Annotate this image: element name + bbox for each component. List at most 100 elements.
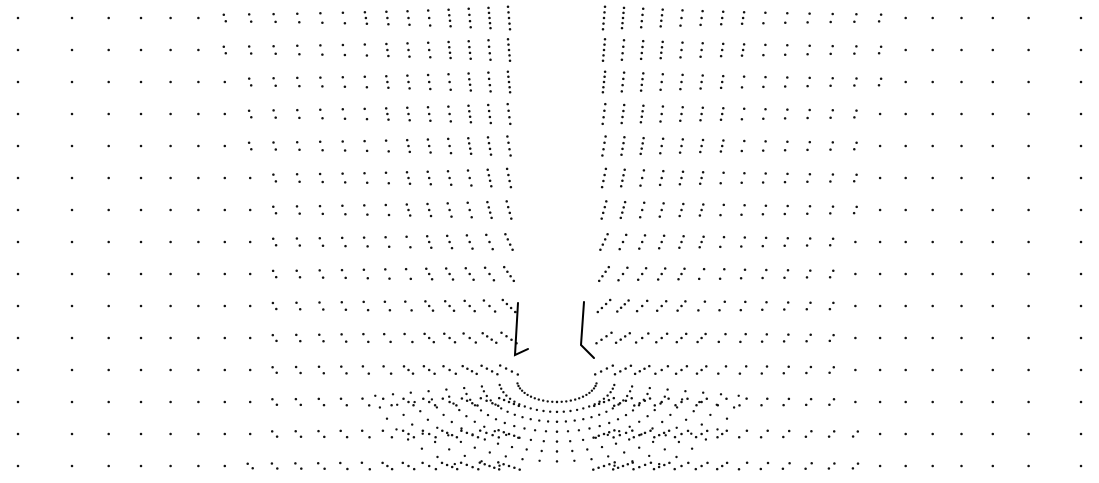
vector-dot [639, 25, 643, 29]
vector-dot [700, 16, 703, 20]
vector-dot [482, 299, 486, 302]
vector-dot [761, 244, 765, 248]
vector-dot [405, 235, 408, 239]
vector-dot [991, 112, 995, 116]
vector-dot [603, 5, 607, 9]
vector-dot [70, 80, 74, 84]
vector-dot [760, 340, 764, 343]
vector-dot [700, 400, 703, 404]
vector-dot [853, 52, 856, 55]
vector-dot [613, 372, 617, 376]
vector-dot [485, 399, 488, 403]
streak-dot [628, 425, 631, 428]
vector-dot [405, 203, 409, 206]
vector-dot [832, 269, 835, 273]
vector-dot [426, 9, 430, 12]
vector-dot [448, 112, 451, 116]
vector-dot [618, 433, 622, 437]
vector-dot [508, 54, 511, 57]
vector-dot [621, 16, 625, 20]
vector-dot [808, 237, 812, 240]
streak-dot [483, 425, 486, 428]
vector-dot [272, 109, 275, 112]
vector-dot [442, 364, 445, 368]
streak-dot [450, 420, 453, 424]
vector-dot [274, 52, 277, 56]
vector-dot [783, 276, 786, 279]
vector-dot [466, 367, 469, 370]
vector-dot [960, 208, 963, 212]
vector-dot [490, 185, 493, 188]
streak-dot [523, 427, 526, 430]
vector-dot [904, 16, 907, 20]
streak-dot [406, 438, 410, 441]
vector-dot [960, 304, 963, 308]
streak-dot [518, 387, 522, 390]
vector-dot [448, 19, 452, 23]
vector-dot [272, 141, 275, 144]
streak-dot [555, 460, 559, 463]
vector-dot [656, 278, 660, 281]
vector-dot [808, 108, 811, 112]
vector-dot [805, 276, 809, 279]
vector-dot [700, 144, 703, 148]
vector-dot [496, 404, 500, 407]
vector-dot [487, 109, 491, 113]
streak-dot [622, 399, 625, 402]
vector-dot [427, 80, 431, 84]
vector-dot [406, 74, 409, 77]
streak-dot [646, 415, 649, 418]
vector-dot [960, 48, 963, 52]
vector-dot [197, 400, 200, 404]
vector-dot [1079, 336, 1083, 340]
vector-dot [667, 429, 671, 433]
vector-dot [878, 304, 882, 308]
streak-dot [463, 454, 466, 458]
vector-dot [223, 176, 227, 180]
streak-dot [503, 421, 506, 425]
vector-dot [319, 44, 322, 47]
vector-dot [493, 310, 497, 313]
vector-dot [614, 341, 618, 345]
vector-dot [408, 118, 411, 122]
vector-dot [139, 272, 143, 276]
streak-dot [574, 398, 577, 401]
vector-dot [809, 333, 812, 337]
vector-dot [694, 435, 698, 439]
vector-dot [722, 139, 725, 142]
vector-dot [460, 397, 464, 400]
vector-dot [680, 464, 683, 468]
vector-dot [429, 87, 432, 91]
vector-dot [904, 336, 907, 340]
streak-dot [419, 410, 422, 413]
vector-dot [904, 176, 907, 180]
vector-dot [605, 335, 608, 338]
vector-dot [1027, 336, 1030, 340]
vector-dot [497, 461, 500, 464]
vector-dot [766, 397, 769, 400]
vector-dot [827, 435, 831, 438]
vector-dot [169, 432, 172, 436]
vector-dot [489, 58, 492, 61]
vector-dot [448, 144, 451, 148]
vector-dot [991, 144, 995, 148]
vector-dot [169, 336, 172, 340]
vector-dot [321, 276, 325, 279]
vector-dot [508, 22, 511, 25]
vector-dot [385, 42, 388, 46]
streak-dot [593, 403, 596, 406]
vector-dot [619, 306, 623, 310]
vector-dot [429, 151, 432, 154]
vector-dot [832, 430, 836, 433]
vector-dot [622, 206, 625, 209]
vector-dot [248, 240, 252, 244]
vector-dot [387, 213, 391, 217]
vector-dot [386, 16, 389, 20]
vector-dot [487, 206, 491, 209]
vector-dot [16, 48, 20, 52]
vector-dot [833, 462, 836, 465]
vector-dot [362, 332, 365, 336]
vector-dot [699, 150, 702, 154]
vector-dot [623, 136, 626, 139]
vector-dot [852, 179, 856, 183]
